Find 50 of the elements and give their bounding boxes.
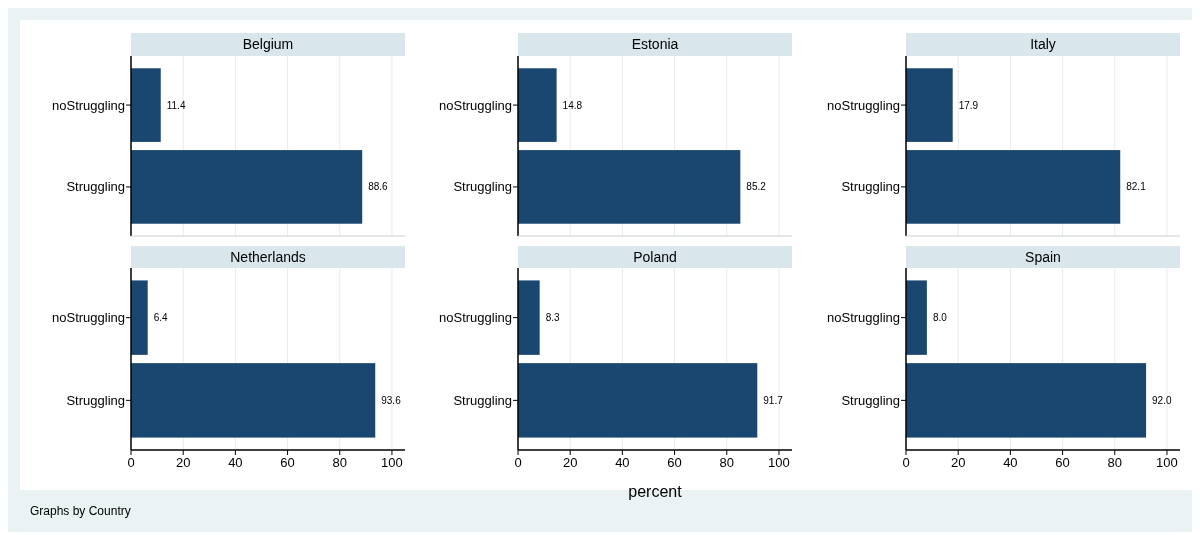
x-tick-label: 80 [332, 455, 347, 470]
chart-title: Spain [1025, 248, 1061, 265]
y-tick-label: Struggling [453, 392, 512, 408]
text: Graphs by Country [30, 504, 131, 518]
x-tick-label: 40 [615, 455, 630, 470]
x-tick-label: 60 [280, 455, 295, 470]
x-tick-label: 20 [562, 455, 578, 470]
x-tick-label: 0 [127, 455, 135, 470]
data-label: 14.8 [562, 99, 583, 111]
y-tick-label: noStruggling [439, 310, 512, 326]
chart-title: Netherlands [230, 248, 306, 265]
data-label: 93.6 [381, 394, 402, 406]
y-tick-label: noStruggling [827, 310, 900, 326]
data-label: 11.4 [166, 99, 186, 111]
x-tick-label: 20 [950, 455, 966, 470]
data-label: 82.1 [1126, 181, 1147, 193]
chart-title: Italy [1030, 36, 1056, 53]
x-tick-label: 100 [768, 455, 790, 470]
x-tick-label: 100 [381, 455, 403, 470]
x-tick-label: 60 [667, 455, 682, 470]
x-tick-label: 0 [514, 455, 522, 470]
chart-title: Belgium [242, 36, 294, 53]
y-tick-label: noStruggling [52, 310, 125, 326]
x-tick-label: 20 [175, 455, 191, 470]
data-label: 88.6 [368, 181, 389, 193]
x-tick-label: 80 [1107, 455, 1122, 470]
chart-title: Poland [633, 248, 677, 265]
y-tick-label: Struggling [66, 392, 125, 408]
x-tick-label: 0 [902, 455, 910, 470]
x-tick-label: 60 [1055, 455, 1070, 470]
x-tick-label: 40 [1003, 455, 1018, 470]
y-tick-label: noStruggling [439, 97, 512, 113]
data-label: 91.7 [763, 394, 784, 406]
x-tick-label: 40 [228, 455, 243, 470]
y-tick-label: noStruggling [52, 97, 125, 113]
chart-title: Estonia [631, 36, 679, 53]
y-tick-label: Struggling [841, 179, 900, 195]
data-label: 8.0 [932, 312, 948, 324]
y-tick-label: noStruggling [827, 97, 900, 113]
x-tick-label: 80 [719, 455, 734, 470]
y-tick-label: Struggling [66, 179, 125, 195]
data-label: 8.3 [545, 312, 560, 324]
data-label: 6.4 [153, 312, 169, 324]
x-tick-label: 100 [1156, 455, 1178, 470]
data-label: 85.2 [746, 181, 767, 193]
data-label: 92.0 [1152, 394, 1172, 406]
y-tick-label: Struggling [453, 179, 512, 195]
y-tick-label: Struggling [841, 392, 900, 408]
x-axis-title: percent [628, 483, 683, 500]
data-label: 17.9 [958, 99, 979, 111]
